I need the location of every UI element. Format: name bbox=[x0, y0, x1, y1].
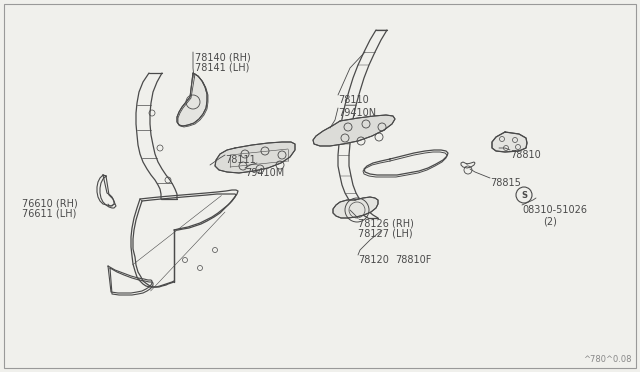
Polygon shape bbox=[492, 132, 527, 152]
Polygon shape bbox=[215, 142, 295, 173]
Text: 78110: 78110 bbox=[338, 95, 369, 105]
Polygon shape bbox=[313, 115, 395, 146]
Text: 79410N: 79410N bbox=[338, 108, 376, 118]
Text: 78126 (RH): 78126 (RH) bbox=[358, 218, 414, 228]
Polygon shape bbox=[177, 73, 207, 126]
Text: 78140 (RH): 78140 (RH) bbox=[195, 52, 251, 62]
Text: 78815: 78815 bbox=[490, 178, 521, 188]
Text: 79410M: 79410M bbox=[245, 168, 284, 178]
Text: (2): (2) bbox=[543, 216, 557, 226]
Text: S: S bbox=[521, 190, 527, 199]
Text: 76610 (RH): 76610 (RH) bbox=[22, 198, 77, 208]
Text: 78120: 78120 bbox=[358, 255, 389, 265]
Text: 78111: 78111 bbox=[225, 155, 256, 165]
Text: 76611 (LH): 76611 (LH) bbox=[22, 209, 76, 219]
Text: 08310-51026: 08310-51026 bbox=[522, 205, 587, 215]
Text: 78127 (LH): 78127 (LH) bbox=[358, 229, 413, 239]
Text: 78810: 78810 bbox=[510, 150, 541, 160]
Polygon shape bbox=[333, 197, 378, 218]
Text: 78810F: 78810F bbox=[395, 255, 431, 265]
Text: 78141 (LH): 78141 (LH) bbox=[195, 63, 250, 73]
Text: ^780^0.08: ^780^0.08 bbox=[584, 355, 632, 364]
